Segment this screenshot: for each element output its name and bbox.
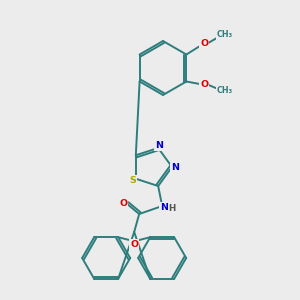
Text: H: H	[169, 203, 176, 212]
Text: N: N	[155, 142, 163, 151]
Text: N: N	[171, 164, 179, 172]
Text: CH₃: CH₃	[216, 30, 232, 39]
Text: O: O	[200, 80, 208, 89]
Text: O: O	[200, 39, 208, 48]
Text: S: S	[129, 176, 136, 185]
Text: CH₃: CH₃	[216, 86, 232, 95]
Text: O: O	[130, 240, 138, 249]
Text: N: N	[160, 202, 168, 211]
Text: O: O	[119, 199, 127, 208]
